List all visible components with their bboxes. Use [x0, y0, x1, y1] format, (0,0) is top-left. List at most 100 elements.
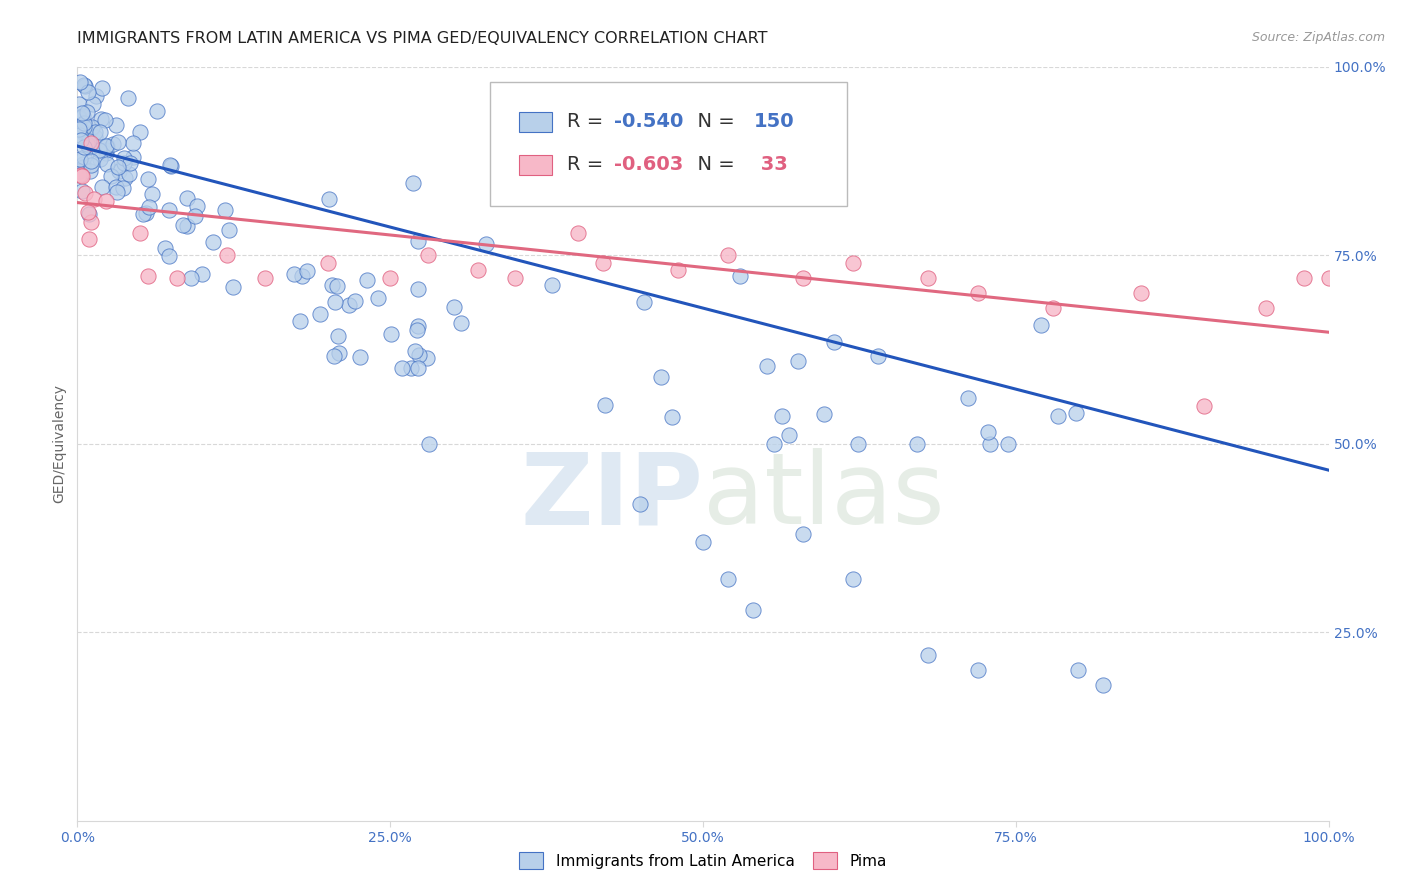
- Point: [80, 120, 103, 134]
- Text: IMMIGRANTS FROM LATIN AMERICA VS PIMA GED/EQUIVALENCY CORRELATION CHART: IMMIGRANTS FROM LATIN AMERICA VS PIMA GE…: [77, 31, 768, 46]
- Point: [107, 136, 129, 150]
- Point: [443, 300, 465, 314]
- Point: [380, 326, 402, 341]
- Point: [80, 120, 103, 135]
- Point: [91, 81, 114, 95]
- Point: [1064, 406, 1087, 420]
- Point: [112, 181, 135, 195]
- Point: [337, 298, 360, 312]
- Point: [1031, 318, 1053, 333]
- Point: [1042, 301, 1064, 315]
- FancyBboxPatch shape: [519, 112, 551, 132]
- Point: [146, 103, 169, 118]
- Text: ZIP: ZIP: [520, 448, 703, 545]
- Point: [957, 391, 980, 405]
- Point: [402, 176, 425, 190]
- Point: [132, 207, 155, 221]
- Point: [70, 123, 93, 137]
- Point: [112, 151, 135, 165]
- Point: [120, 156, 142, 170]
- Point: [450, 316, 472, 330]
- Point: [136, 172, 159, 186]
- Point: [77, 135, 100, 149]
- Point: [176, 219, 198, 233]
- Y-axis label: GED/Equivalency: GED/Equivalency: [52, 384, 66, 503]
- Point: [80, 215, 103, 229]
- Point: [318, 192, 340, 206]
- Point: [217, 248, 239, 262]
- Point: [129, 125, 152, 139]
- Point: [541, 278, 564, 293]
- Point: [283, 267, 305, 281]
- Point: [650, 369, 672, 384]
- Point: [291, 268, 314, 283]
- Point: [755, 359, 778, 373]
- Point: [344, 293, 367, 308]
- Point: [186, 199, 208, 213]
- Point: [70, 106, 93, 120]
- Point: [76, 104, 98, 119]
- Point: [778, 427, 800, 442]
- Point: [728, 269, 751, 284]
- Point: [406, 282, 429, 296]
- Point: [138, 200, 160, 214]
- Point: [1292, 271, 1315, 285]
- Point: [84, 125, 107, 139]
- Point: [1047, 409, 1070, 423]
- Point: [218, 222, 240, 236]
- Point: [84, 130, 107, 145]
- Point: [67, 110, 90, 124]
- Point: [717, 248, 740, 262]
- Point: [122, 150, 145, 164]
- Point: [70, 168, 93, 182]
- Point: [222, 280, 245, 294]
- Point: [349, 350, 371, 364]
- Point: [107, 161, 129, 175]
- Point: [976, 425, 998, 439]
- Point: [666, 263, 689, 277]
- Point: [89, 125, 111, 139]
- Text: R =: R =: [567, 112, 609, 131]
- Point: [763, 437, 786, 451]
- Point: [326, 278, 349, 293]
- Point: [117, 91, 139, 105]
- Point: [967, 663, 990, 677]
- Point: [592, 256, 614, 270]
- Point: [905, 437, 928, 451]
- Point: [1129, 285, 1152, 300]
- Point: [323, 295, 346, 310]
- Point: [201, 235, 224, 250]
- Point: [770, 409, 793, 424]
- Point: [72, 160, 94, 174]
- Point: [408, 361, 430, 376]
- Point: [323, 349, 346, 363]
- Point: [214, 203, 236, 218]
- Point: [94, 146, 117, 161]
- Point: [100, 169, 122, 183]
- Point: [813, 407, 835, 421]
- Point: [141, 187, 163, 202]
- Point: [73, 116, 96, 130]
- Text: 150: 150: [754, 112, 794, 131]
- Text: -0.540: -0.540: [614, 112, 683, 131]
- Point: [104, 180, 127, 194]
- Point: [79, 232, 101, 246]
- Point: [69, 167, 91, 181]
- Point: [474, 237, 496, 252]
- Point: [295, 264, 318, 278]
- Point: [786, 354, 808, 368]
- Text: Source: ZipAtlas.com: Source: ZipAtlas.com: [1251, 31, 1385, 45]
- Point: [717, 573, 740, 587]
- Point: [73, 78, 96, 92]
- Point: [87, 143, 110, 157]
- Point: [792, 271, 814, 285]
- Point: [1092, 678, 1115, 692]
- Point: [1317, 271, 1340, 285]
- Point: [76, 137, 98, 152]
- Point: [823, 335, 845, 350]
- Point: [401, 361, 423, 376]
- Point: [72, 157, 94, 171]
- Point: [118, 168, 141, 182]
- Point: [842, 573, 865, 587]
- Point: [80, 158, 103, 172]
